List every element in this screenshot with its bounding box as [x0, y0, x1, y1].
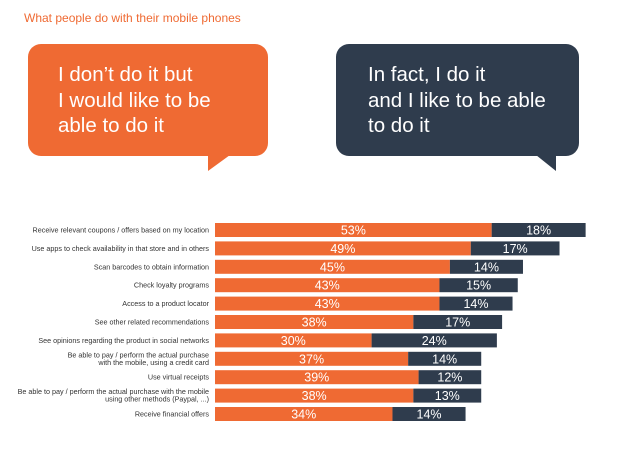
value-label-would-like: 39% [304, 371, 329, 385]
category-label: Scan barcodes to obtain information [94, 262, 209, 271]
bar-do-it [413, 315, 503, 329]
category-label: Use apps to check availability in that s… [32, 244, 210, 253]
value-label-would-like: 38% [302, 316, 327, 330]
stacked-bar-chart: Receive relevant coupons / offers based … [18, 223, 586, 422]
value-label-do-it: 17% [503, 242, 528, 256]
value-label-do-it: 24% [422, 334, 447, 348]
bubble-line: I would like to be [58, 88, 211, 112]
bar-would-like [215, 296, 440, 311]
value-label-do-it: 15% [466, 279, 491, 293]
value-label-would-like: 30% [281, 334, 306, 348]
value-label-do-it: 14% [474, 260, 499, 274]
bar-would-like [215, 259, 450, 274]
speech-bubble-do-it: In fact, I do it and I like to be able t… [336, 44, 579, 171]
value-label-do-it: 14% [463, 297, 488, 311]
value-label-would-like: 37% [299, 352, 324, 366]
category-label: Access to a product locator [122, 299, 209, 308]
value-label-do-it: 13% [435, 389, 460, 403]
bubble-line: and I like to be able [368, 88, 546, 112]
value-label-would-like: 49% [330, 242, 355, 256]
value-label-would-like: 43% [315, 297, 340, 311]
bubble-line: able to do it [58, 114, 164, 138]
category-label: See other related recommendations [95, 318, 210, 327]
category-label: Be able to pay / perform the actual purc… [68, 350, 209, 367]
value-label-would-like: 53% [341, 224, 366, 238]
bar-do-it [392, 407, 466, 421]
bar-would-like [215, 315, 414, 329]
value-label-do-it: 14% [417, 408, 442, 422]
value-label-would-like: 38% [302, 389, 327, 403]
category-label: See opinions regarding the product in so… [38, 336, 209, 345]
bar-would-like [215, 241, 471, 256]
value-label-do-it: 17% [445, 316, 470, 330]
speech-bubble-tail [208, 155, 234, 171]
value-label-do-it: 14% [432, 352, 457, 366]
value-label-would-like: 45% [320, 260, 345, 274]
category-label: Receive financial offers [135, 410, 210, 419]
bar-do-it [491, 223, 586, 237]
bar-would-like [215, 278, 440, 293]
speech-bubble-tail [531, 155, 556, 171]
bar-would-like [215, 333, 372, 348]
value-label-would-like: 43% [315, 279, 340, 293]
bar-would-like [215, 223, 492, 237]
speech-bubble-would-like: I don’t do it but I would like to be abl… [28, 44, 268, 171]
bar-would-like [215, 388, 414, 403]
category-label-line: Be able to pay / perform the actual purc… [68, 350, 209, 359]
bar-do-it [413, 388, 482, 403]
category-label-line: using other methods (Paypal, ...) [105, 395, 209, 404]
bar-would-like [215, 407, 393, 421]
value-label-do-it: 12% [437, 371, 462, 385]
value-label-do-it: 18% [526, 224, 551, 238]
category-label: Receive relevant coupons / offers based … [33, 226, 209, 235]
bar-would-like [215, 351, 409, 366]
bar-do-it [439, 278, 518, 293]
bubble-line: to do it [368, 114, 430, 138]
value-label-would-like: 34% [291, 408, 316, 422]
bar-do-it [371, 333, 497, 348]
bubble-line: In fact, I do it [368, 63, 486, 86]
category-label: Check loyalty programs [134, 281, 210, 290]
category-label-line: with the mobile, using a credit card [97, 358, 209, 367]
bar-do-it [470, 241, 560, 256]
chart-title: What people do with their mobile phones [24, 11, 241, 25]
bar-do-it [449, 259, 523, 274]
bar-do-it [418, 370, 482, 385]
bar-do-it [408, 351, 482, 366]
bar-do-it [439, 296, 513, 311]
category-label: Be able to pay / perform the actual purc… [18, 387, 209, 404]
category-label-line: Be able to pay / perform the actual purc… [18, 387, 209, 396]
bubble-line: I don’t do it but [58, 63, 193, 86]
bar-would-like [215, 370, 419, 385]
category-label: Use virtual receipts [148, 373, 210, 382]
